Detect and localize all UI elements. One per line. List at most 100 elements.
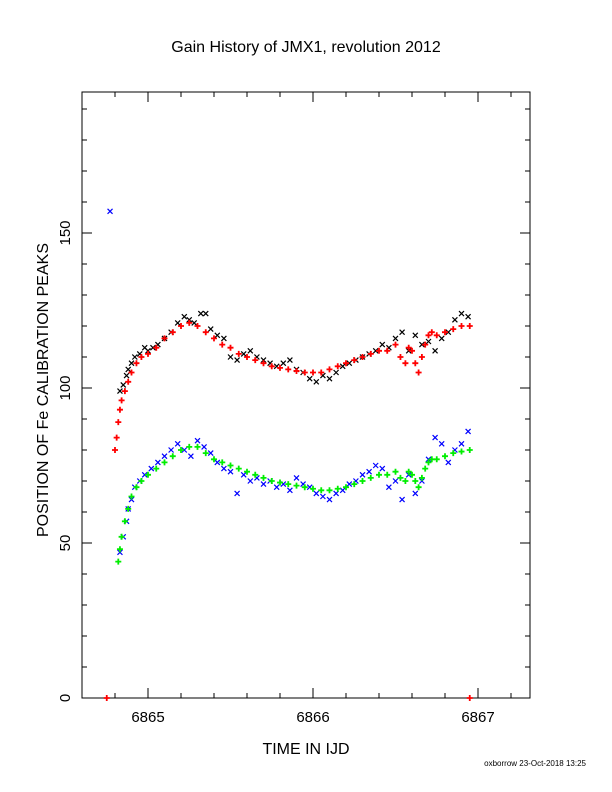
upper-peak-measurements-series — [117, 310, 472, 395]
data-point — [117, 549, 123, 556]
data-point — [384, 471, 391, 478]
data-point — [252, 471, 259, 478]
data-point — [211, 456, 217, 463]
data-point — [466, 695, 473, 701]
data-point — [405, 468, 412, 475]
data-point — [433, 456, 440, 463]
data-point — [310, 369, 316, 376]
data-point — [425, 456, 432, 463]
data-point — [409, 471, 415, 478]
data-point — [133, 360, 140, 367]
data-point — [418, 478, 425, 484]
data-point — [458, 323, 465, 329]
data-point — [244, 354, 250, 360]
data-point — [412, 490, 419, 497]
data-point — [326, 496, 333, 503]
data-point — [442, 453, 448, 460]
data-point — [234, 357, 241, 364]
data-point — [116, 546, 123, 553]
data-point — [376, 347, 382, 354]
data-point — [214, 459, 221, 466]
data-point — [418, 474, 425, 481]
data-point — [121, 518, 128, 525]
data-point — [178, 323, 184, 329]
data-point — [385, 484, 392, 491]
data-point — [285, 481, 292, 488]
data-point — [107, 208, 113, 215]
data-point — [326, 366, 333, 373]
data-point — [174, 440, 181, 447]
data-point — [154, 459, 161, 466]
x-tick-label-6867: 6867 — [461, 709, 494, 726]
data-point — [366, 468, 373, 475]
data-point — [402, 360, 409, 367]
data-point — [194, 437, 201, 444]
data-point — [220, 335, 227, 342]
data-point — [202, 310, 209, 317]
data-point — [169, 453, 176, 460]
data-point — [260, 481, 267, 488]
data-point — [117, 388, 123, 395]
data-point — [359, 471, 366, 478]
data-point — [339, 487, 346, 494]
data-point — [219, 341, 226, 348]
data-point — [186, 443, 193, 450]
data-point — [227, 468, 234, 475]
data-point — [392, 478, 399, 484]
data-point — [235, 465, 242, 472]
data-point — [186, 319, 193, 326]
data-point — [161, 459, 168, 466]
data-point — [103, 695, 110, 701]
plot-frame — [81, 91, 531, 699]
data-point — [219, 459, 226, 466]
data-point — [402, 478, 409, 484]
data-point — [128, 369, 135, 376]
footer-credit: oxborrow 23-Oct-2018 13:25 — [484, 759, 586, 768]
data-point — [445, 459, 452, 466]
data-point — [458, 448, 465, 455]
x-tick-label-6866: 6866 — [296, 709, 329, 726]
y-tick-label-0: 0 — [57, 694, 74, 702]
data-point — [260, 360, 267, 367]
data-point — [214, 332, 221, 339]
data-point — [376, 471, 382, 478]
data-point — [202, 450, 209, 457]
data-point — [425, 338, 432, 345]
data-point — [367, 350, 374, 357]
data-point — [306, 375, 313, 382]
data-point — [372, 347, 379, 354]
data-point — [458, 310, 465, 317]
data-point — [359, 354, 366, 360]
data-point — [293, 474, 300, 481]
data-point — [201, 443, 208, 450]
data-point — [432, 434, 439, 441]
data-point — [128, 496, 135, 503]
data-point — [418, 341, 425, 348]
data-point — [422, 465, 429, 472]
data-point — [133, 484, 140, 491]
data-point — [181, 313, 188, 320]
y-tick-label-50: 50 — [57, 535, 74, 552]
data-point — [186, 316, 193, 323]
data-point — [252, 357, 259, 364]
data-point — [313, 378, 320, 385]
data-point — [313, 490, 320, 497]
data-point — [125, 366, 132, 373]
data-point — [113, 434, 120, 441]
data-point — [194, 443, 201, 450]
data-point — [174, 319, 181, 326]
data-point — [397, 354, 404, 360]
data-point — [277, 479, 283, 486]
data-point — [128, 493, 135, 500]
data-point — [418, 354, 425, 360]
data-point — [392, 468, 399, 475]
data-point — [301, 369, 308, 376]
data-point — [138, 478, 145, 484]
data-point — [286, 357, 293, 364]
data-point — [273, 484, 280, 491]
data-point — [197, 310, 204, 317]
x-tick-label-6865: 6865 — [131, 709, 164, 726]
data-point — [346, 481, 353, 488]
data-point — [343, 360, 349, 367]
